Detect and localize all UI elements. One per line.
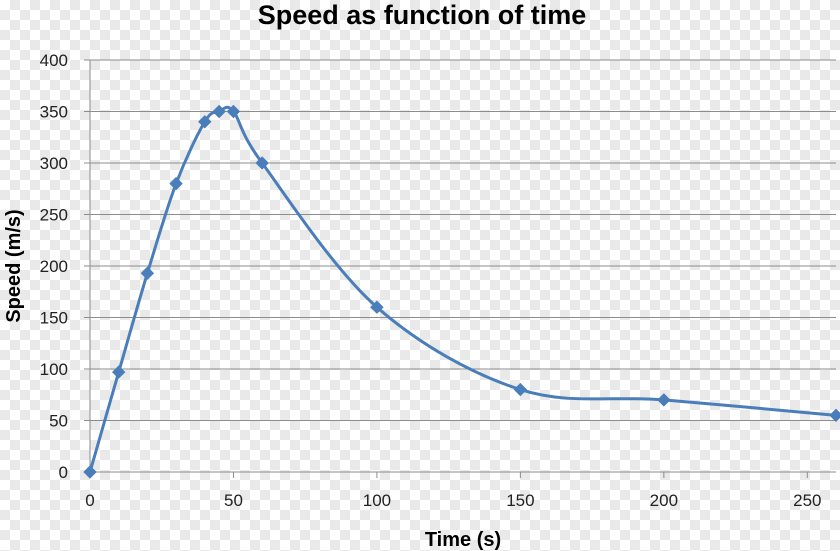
y-tick-label: 300 <box>40 154 68 173</box>
y-axis-label: Speed (m/s) <box>3 209 25 322</box>
y-tick-label: 350 <box>40 103 68 122</box>
chart-title: Speed as function of time <box>258 0 587 30</box>
x-tick-label: 150 <box>506 491 534 510</box>
tick-labels: 0 50 100 150 200 250 300 350 400 0 50 100 150 200 250 <box>40 51 822 510</box>
chart-axes <box>84 59 836 478</box>
y-tick-label: 250 <box>40 206 68 225</box>
data-point-marker <box>370 300 384 314</box>
data-point-marker <box>829 408 840 423</box>
data-point-marker <box>255 156 269 170</box>
data-point-marker <box>513 382 528 397</box>
data-point-marker <box>83 465 97 479</box>
y-tick-label: 0 <box>59 463 68 482</box>
data-point-marker <box>111 365 126 379</box>
data-point-marker <box>226 104 241 119</box>
y-tick-label: 400 <box>40 51 68 70</box>
data-point-marker <box>198 115 212 129</box>
x-tick-label: 0 <box>85 491 94 510</box>
y-tick-label: 150 <box>40 309 68 328</box>
x-tick-label: 200 <box>650 491 678 510</box>
x-axis-label: Time (s) <box>425 529 501 551</box>
data-point-marker <box>140 266 155 280</box>
x-tick-label: 250 <box>793 491 821 510</box>
y-tick-label: 200 <box>40 257 68 276</box>
data-point-marker <box>169 176 183 191</box>
y-tick-label: 100 <box>40 360 68 379</box>
y-tick-label: 50 <box>49 412 68 431</box>
data-point-marker <box>212 104 226 119</box>
series-line <box>88 105 837 473</box>
x-tick-label: 100 <box>363 491 391 510</box>
x-tick-label: 50 <box>224 491 243 510</box>
data-series <box>83 104 840 479</box>
data-point-marker <box>657 393 671 407</box>
